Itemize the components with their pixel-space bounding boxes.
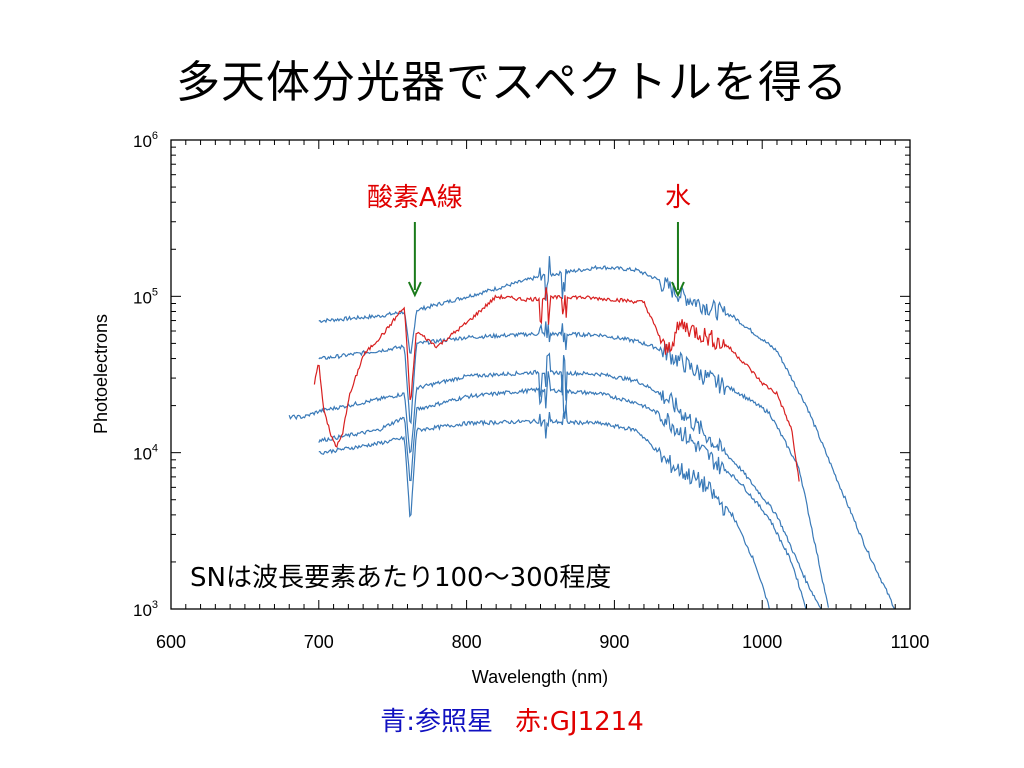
y-tick-label: 103 [133, 599, 158, 620]
annotation-arrowhead-1 [407, 281, 422, 298]
x-tick-label: 900 [599, 632, 629, 652]
caption-reference: 青:参照星 [380, 707, 493, 737]
y-tick-label: 105 [133, 286, 158, 307]
y-axis-label: Photoelectrons [91, 314, 111, 434]
slide-title: 多天体分光器でスペクトルを得る [176, 57, 848, 108]
sn-note: SNは波長要素あたり100〜300程度 [190, 563, 611, 593]
annotation-label-1: 酸素A線 [367, 183, 463, 213]
spectrum-chart: 600 700 800 900 1000 1100 103 104 105 106 Wavelen… [91, 130, 929, 687]
caption-target: 赤:GJ1214 [515, 707, 644, 737]
annotation-label-2: 水 [665, 183, 691, 213]
annotation-layer: 酸素A線 水 [367, 183, 691, 298]
x-tick-label: 1000 [742, 632, 782, 652]
ticks-layer [170, 139, 911, 610]
spectrum-line-1 [318, 256, 896, 610]
spectrum-line-2 [318, 321, 829, 608]
x-tick-label: 600 [156, 632, 186, 652]
spectrum-line-3 [288, 352, 822, 610]
annotation-arrowhead-2 [671, 281, 685, 298]
x-tick-label: 800 [452, 632, 482, 652]
labels-layer: 600 700 800 900 1000 1100 103 104 105 106 [133, 130, 929, 652]
x-tick-label: 1100 [891, 632, 930, 652]
x-axis-label: Wavelength (nm) [472, 667, 608, 687]
spectrum-line-4 [318, 371, 807, 610]
caption: 青:参照星 赤:GJ1214 [0, 701, 1024, 738]
y-tick-label: 104 [133, 443, 158, 464]
series-layer [288, 256, 896, 610]
y-tick-label: 106 [133, 130, 158, 151]
x-tick-label: 700 [304, 632, 334, 652]
plot-frame [170, 139, 911, 610]
spectrum-line-5 [318, 404, 770, 610]
spectrum-line-6 [313, 287, 800, 482]
